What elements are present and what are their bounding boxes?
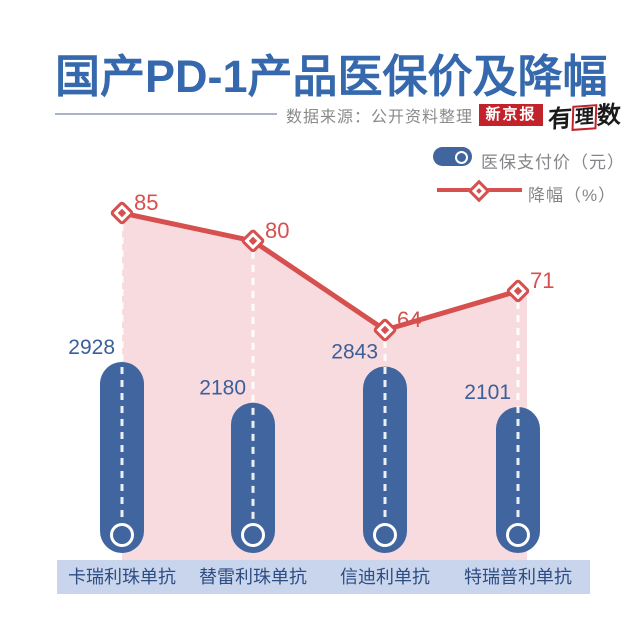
bar-value-label: 2180 — [199, 377, 246, 400]
line-marker-icon — [506, 279, 530, 303]
data-source-label: 数据来源：公开资料整理 — [286, 109, 474, 126]
bar-base-ring-icon — [241, 523, 265, 547]
price-bar — [100, 362, 144, 553]
page-title: 国产PD-1产品医保价及降幅 — [55, 51, 608, 102]
toggle-ring-icon — [455, 151, 468, 164]
category-label: 特瑞普利单抗 — [464, 567, 572, 587]
divider-line — [55, 113, 277, 115]
bar-value-label: 2101 — [464, 381, 511, 404]
newspaper-badge: 新京报 — [479, 104, 543, 126]
legend-bar-swatch — [433, 147, 472, 166]
category-label: 替雷利珠单抗 — [199, 567, 307, 587]
bar-base-ring-icon — [110, 523, 134, 547]
discount-line — [119, 210, 521, 333]
bar-base-ring-icon — [506, 523, 530, 547]
line-value-label: 71 — [530, 268, 554, 293]
line-value-label: 80 — [265, 218, 289, 243]
category-label: 信迪利单抗 — [340, 567, 430, 587]
bar-base-ring-icon — [373, 523, 397, 547]
line-marker-icon — [241, 229, 265, 253]
line-marker-icon — [110, 201, 134, 225]
bar-value-label: 2843 — [331, 341, 378, 364]
category-axis-band — [57, 560, 590, 594]
line-marker-icon — [373, 318, 397, 342]
marker-core — [380, 325, 390, 335]
line-area-fill — [122, 213, 527, 560]
price-bar — [496, 407, 540, 553]
legend-bar-label: 医保支付价（元） — [481, 153, 625, 172]
legend-line-label: 降幅（%） — [528, 186, 617, 205]
line-value-label: 85 — [134, 190, 158, 215]
line-value-label: 64 — [397, 307, 421, 332]
bar-value-label: 2928 — [68, 336, 115, 359]
category-label: 卡瑞利珠单抗 — [68, 567, 176, 587]
